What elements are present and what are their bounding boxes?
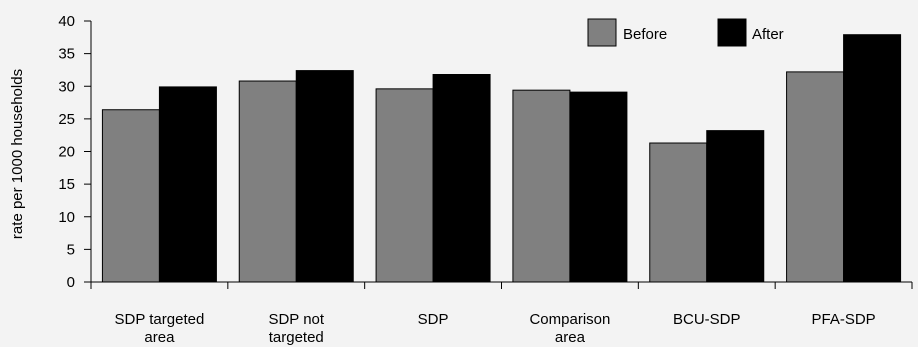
bar-before-5 (786, 71, 845, 283)
x-category-label: area (144, 329, 175, 346)
bars (101, 34, 902, 283)
x-category-label: area (555, 329, 586, 346)
y-tick-label: 35 (58, 46, 75, 63)
y-axis-label: rate per 1000 households (9, 69, 26, 239)
bar-before-2 (375, 88, 434, 283)
bar-before-1 (238, 80, 297, 283)
x-category-label: SDP (418, 311, 449, 328)
bar-before-0 (101, 109, 160, 283)
bar-before-3 (512, 89, 571, 283)
bar-after-2 (432, 74, 491, 283)
legend-swatch-before (587, 18, 617, 47)
legend-label-before: Before (623, 26, 667, 43)
y-tick-label: 30 (58, 78, 75, 95)
y-tick-label: 25 (58, 111, 75, 128)
y-tick-label: 5 (67, 241, 75, 258)
y-axis: 0 5 10 15 20 25 30 35 40 (58, 13, 92, 291)
bar-before-4 (649, 142, 708, 283)
y-tick-label: 40 (58, 13, 75, 30)
legend-swatch-after (717, 18, 747, 47)
x-category-label: SDP not (268, 311, 324, 328)
bar-after-0 (158, 86, 217, 283)
bar-after-5 (843, 34, 902, 283)
x-category-label: PFA-SDP (811, 311, 875, 328)
bar-after-1 (295, 70, 354, 283)
x-category-label: targeted (269, 329, 324, 346)
x-category-label: Comparison (529, 311, 610, 328)
bar-after-4 (706, 130, 765, 283)
legend: Before After (587, 18, 784, 47)
y-tick-label: 10 (58, 209, 75, 226)
y-tick-label: 20 (58, 144, 75, 161)
legend-label-after: After (752, 26, 784, 43)
x-category-label: BCU-SDP (673, 311, 741, 328)
bar-after-3 (569, 91, 628, 283)
x-category-label: SDP targeted (115, 311, 205, 328)
x-axis (90, 281, 913, 289)
y-tick-label: 15 (58, 176, 75, 193)
y-tick-label: 0 (67, 274, 75, 291)
